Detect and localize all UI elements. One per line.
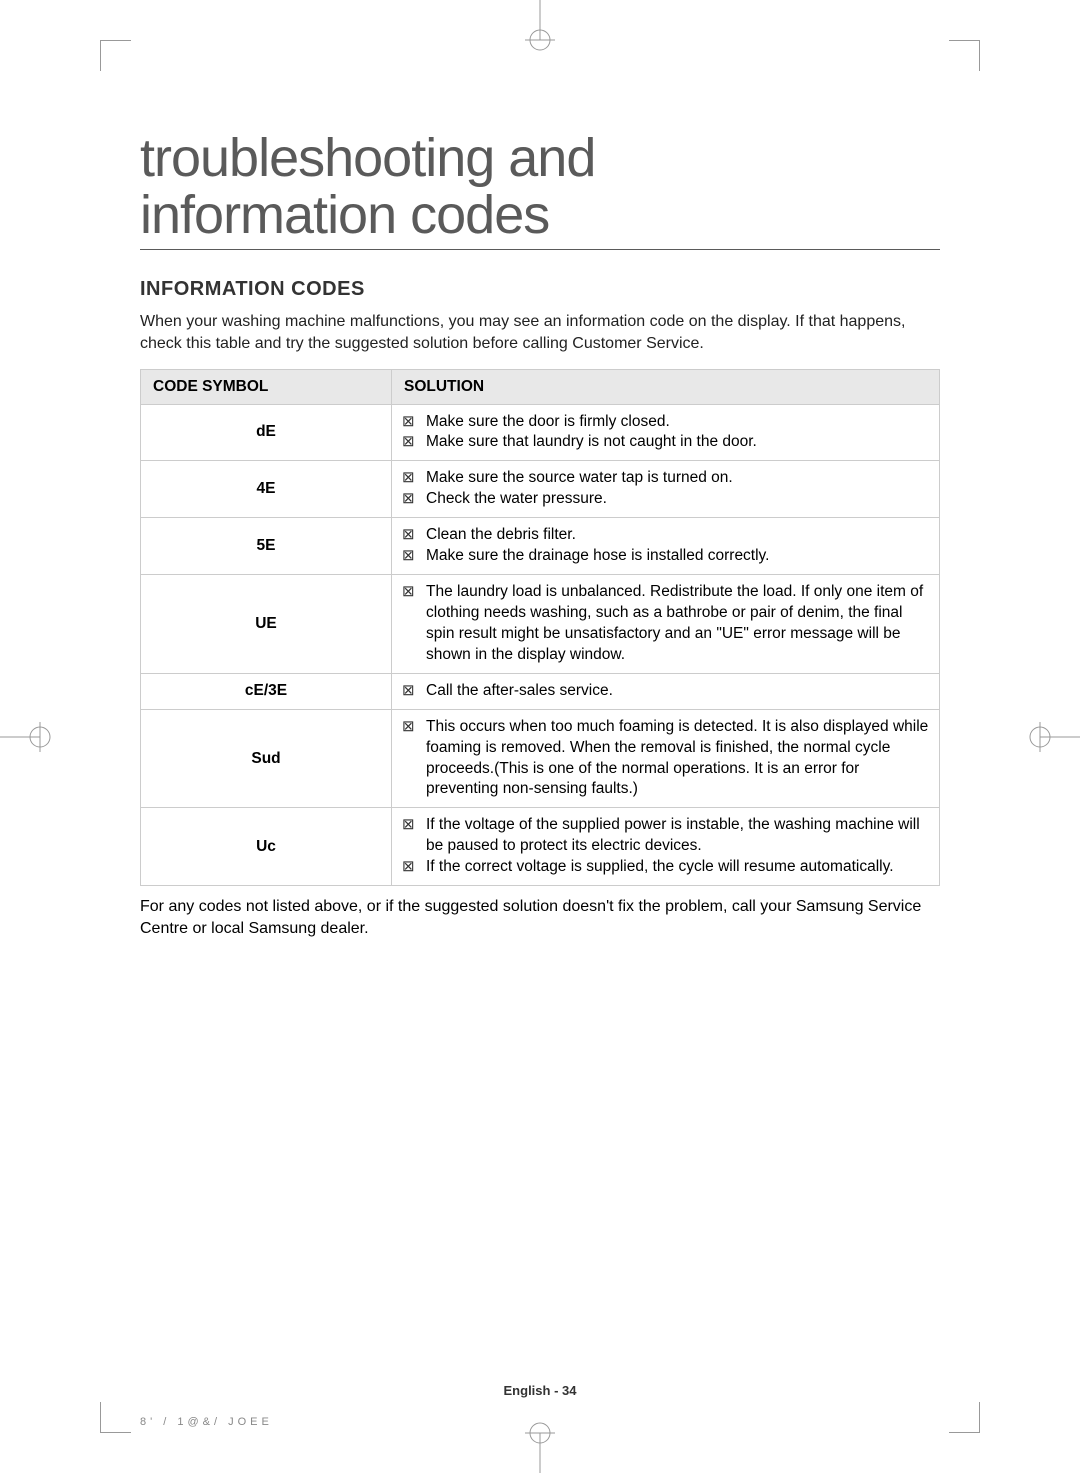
section-heading: INFORMATION CODES: [140, 278, 940, 301]
solution-cell: Make sure the door is firmly closed.Make…: [392, 404, 940, 461]
th-solution: SOLUTION: [392, 369, 940, 404]
table-row: SudThis occurs when too much foaming is …: [141, 709, 940, 808]
solution-item: The laundry load is unbalanced. Redistri…: [402, 582, 929, 666]
footnote: For any codes not listed above, or if th…: [140, 896, 940, 939]
table-row: cE/3E Call the after-sales service.: [141, 673, 940, 709]
code-cell: dE: [141, 404, 392, 461]
solution-item: If the voltage of the supplied power is …: [402, 815, 929, 857]
corner-tr: [949, 40, 980, 71]
solution-item: Clean the debris filter.: [402, 525, 929, 546]
code-cell: Sud: [141, 709, 392, 808]
title-underline: [140, 249, 940, 250]
solution-item: Make sure that laundry is not caught in …: [402, 432, 929, 453]
code-cell: Uc: [141, 808, 392, 886]
title-line-1: troubleshooting and: [140, 128, 595, 188]
title-line-2: information codes: [140, 185, 549, 245]
page-title: troubleshooting and information codes: [140, 130, 940, 243]
table-row: UEThe laundry load is unbalanced. Redist…: [141, 575, 940, 674]
corner-bl: [100, 1402, 131, 1433]
table-row: 4E Make sure the source water tap is turn…: [141, 461, 940, 518]
corner-tl: [100, 40, 131, 71]
solution-item: Make sure the source water tap is turned…: [402, 468, 929, 489]
solution-item: Check the water pressure.: [402, 489, 929, 510]
solution-item: Make sure the drainage hose is installed…: [402, 546, 929, 567]
solution-cell: This occurs when too much foaming is det…: [392, 709, 940, 808]
code-cell: 5E: [141, 518, 392, 575]
crop-mark-top: [510, 0, 570, 60]
code-cell: 4E: [141, 461, 392, 518]
footer-left: 8' / 1@&/ JOEE: [140, 1416, 273, 1428]
solution-item: If the correct voltage is supplied, the …: [402, 857, 929, 878]
table-row: UcIf the voltage of the supplied power i…: [141, 808, 940, 886]
solution-cell: The laundry load is unbalanced. Redistri…: [392, 575, 940, 674]
solution-cell: Call the after-sales service.: [392, 673, 940, 709]
solution-item: Call the after-sales service.: [402, 681, 929, 702]
solution-cell: Clean the debris filter.Make sure the dr…: [392, 518, 940, 575]
table-row: dEMake sure the door is firmly closed.Ma…: [141, 404, 940, 461]
corner-br: [949, 1402, 980, 1433]
codes-table: CODE SYMBOL SOLUTION dEMake sure the doo…: [140, 369, 940, 887]
page-content: troubleshooting and information codes IN…: [140, 130, 940, 939]
crop-mark-left: [0, 707, 60, 767]
solution-item: Make sure the door is firmly closed.: [402, 412, 929, 433]
intro-text: When your washing machine malfunctions, …: [140, 311, 940, 354]
crop-mark-bottom: [510, 1413, 570, 1473]
solution-cell: Make sure the source water tap is turned…: [392, 461, 940, 518]
solution-item: This occurs when too much foaming is det…: [402, 717, 929, 801]
table-row: 5EClean the debris filter.Make sure the …: [141, 518, 940, 575]
th-code: CODE SYMBOL: [141, 369, 392, 404]
crop-mark-right: [1020, 707, 1080, 767]
code-cell: UE: [141, 575, 392, 674]
footer-center: English - 34: [0, 1383, 1080, 1398]
solution-cell: If the voltage of the supplied power is …: [392, 808, 940, 886]
code-cell: cE/3E: [141, 673, 392, 709]
